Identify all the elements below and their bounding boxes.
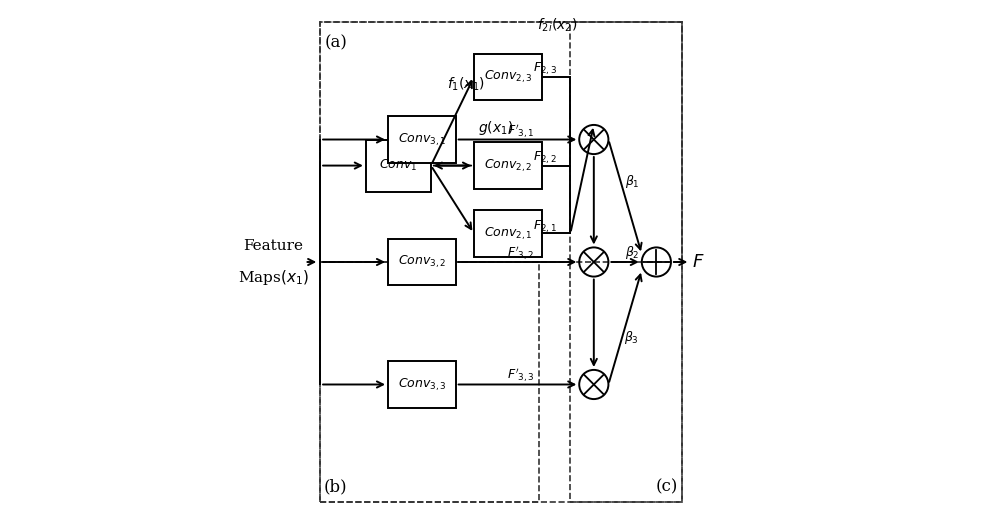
- Text: $F'_{3,3}$: $F'_{3,3}$: [507, 366, 535, 384]
- Text: Feature: Feature: [243, 239, 303, 254]
- Text: $\mathit{C}onv_1$: $\mathit{C}onv_1$: [379, 158, 418, 173]
- Text: $\mathit{C}onv_{2,1}$: $\mathit{C}onv_{2,1}$: [484, 225, 532, 242]
- Text: $F_{2,1}$: $F_{2,1}$: [533, 219, 557, 235]
- Text: Maps$(x_1)$: Maps$(x_1)$: [238, 268, 309, 287]
- FancyBboxPatch shape: [474, 53, 542, 101]
- Text: $\beta_1$: $\beta_1$: [625, 173, 639, 190]
- Bar: [320, 22, 682, 262]
- Text: $g(x_1)$: $g(x_1)$: [478, 118, 513, 137]
- FancyBboxPatch shape: [366, 139, 431, 192]
- FancyBboxPatch shape: [474, 142, 542, 189]
- Text: $\beta_3$: $\beta_3$: [624, 329, 639, 346]
- Text: $F$: $F$: [692, 253, 704, 271]
- Text: $F'_{3,1}$: $F'_{3,1}$: [507, 122, 535, 139]
- Text: $F'_{3,2}$: $F'_{3,2}$: [507, 244, 535, 261]
- Text: $\beta_2$: $\beta_2$: [625, 244, 639, 261]
- Text: (b): (b): [324, 478, 348, 496]
- Text: $F_{2,2}$: $F_{2,2}$: [533, 149, 557, 166]
- Text: $f_1(x_1)$: $f_1(x_1)$: [447, 76, 485, 93]
- Text: $\mathit{C}onv_{3,2}$: $\mathit{C}onv_{3,2}$: [398, 254, 446, 270]
- Text: $\mathit{C}onv_{2,3}$: $\mathit{C}onv_{2,3}$: [484, 69, 532, 85]
- Text: (a): (a): [324, 35, 347, 51]
- Text: (c): (c): [656, 478, 678, 496]
- Bar: [320, 262, 539, 502]
- Text: $\mathit{C}onv_{2,2}$: $\mathit{C}onv_{2,2}$: [484, 157, 532, 174]
- Text: $f_{2i}(x_2)$: $f_{2i}(x_2)$: [537, 16, 578, 34]
- FancyBboxPatch shape: [388, 238, 456, 286]
- Bar: [570, 22, 682, 502]
- FancyBboxPatch shape: [388, 361, 456, 408]
- FancyBboxPatch shape: [474, 210, 542, 257]
- Bar: [320, 22, 682, 502]
- Text: $F_{2,3}$: $F_{2,3}$: [533, 61, 557, 78]
- Text: $\mathit{C}onv_{3,3}$: $\mathit{C}onv_{3,3}$: [398, 376, 446, 392]
- FancyBboxPatch shape: [388, 116, 456, 163]
- Text: $\mathit{C}onv_{3,1}$: $\mathit{C}onv_{3,1}$: [398, 132, 446, 148]
